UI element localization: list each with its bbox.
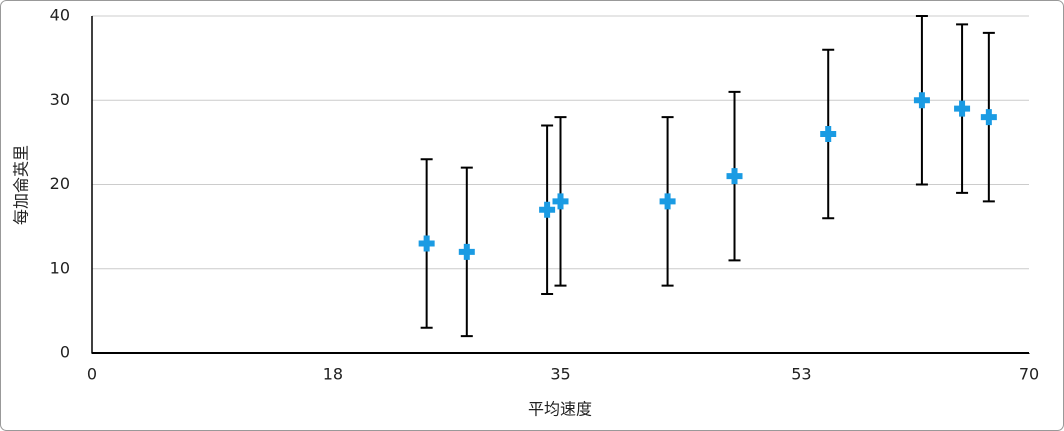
marker xyxy=(954,100,971,117)
marker xyxy=(980,109,997,126)
y-tick-label: 10 xyxy=(50,258,70,277)
marker xyxy=(726,168,743,185)
x-tick-label: 18 xyxy=(323,365,343,384)
x-tick-label: 70 xyxy=(1019,365,1039,384)
x-tick-label: 53 xyxy=(791,365,811,384)
y-tick-label: 40 xyxy=(50,6,70,25)
y-tick-label: 30 xyxy=(50,90,70,109)
x-axis-label: 平均速度 xyxy=(528,400,592,419)
marker xyxy=(820,125,837,142)
marker xyxy=(913,92,930,109)
y-tick-label: 20 xyxy=(50,174,70,193)
marker xyxy=(539,201,556,218)
y-axis-label: 每加侖英里 xyxy=(12,145,31,225)
y-tick-label: 0 xyxy=(60,343,70,362)
x-tick-label: 35 xyxy=(550,365,570,384)
marker xyxy=(552,193,569,210)
marker xyxy=(418,235,435,252)
x-tick-label: 0 xyxy=(87,365,97,384)
marker xyxy=(659,193,676,210)
marker xyxy=(458,243,475,260)
